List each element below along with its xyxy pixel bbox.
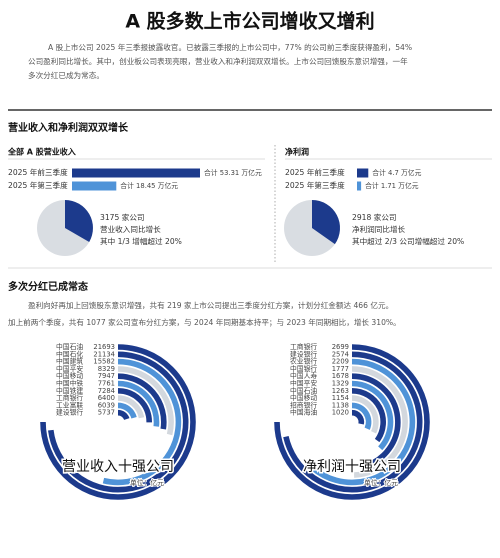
radial-bar [102, 358, 182, 486]
company-value: 2574 [332, 350, 349, 358]
section-heading: 多次分红已成常态 [8, 280, 88, 293]
company-value: 1154 [332, 394, 349, 402]
company-value: 1138 [332, 401, 349, 409]
radial-bar [351, 380, 394, 451]
company-value: 1020 [332, 409, 349, 417]
radial-bar [117, 380, 160, 427]
radial-bar [117, 395, 145, 419]
chart-title: 净利润十强公司 [303, 459, 401, 475]
bar-value-label: 合计 53.31 万亿元 [204, 168, 262, 177]
company-name: 建设银行 [56, 408, 83, 417]
company-name: 招商银行 [290, 400, 317, 409]
body-line: 盈利向好再加上回馈股东意识增强，共有 219 家上市公司提出三季度分红方案，计划… [28, 300, 393, 310]
company-name: 建设银行 [290, 349, 317, 358]
company-value: 6400 [98, 394, 115, 402]
company-name: 工商银行 [290, 342, 317, 351]
company-value: 7947 [98, 372, 115, 380]
intro-line: 多次分红已成为常态。 [28, 70, 104, 80]
radial-bar [117, 366, 174, 436]
company-value: 8329 [98, 365, 115, 373]
company-name: 中国平安 [56, 364, 83, 373]
company-value: 7761 [98, 380, 115, 388]
company-name: 中国银行 [290, 364, 317, 373]
company-value: 21693 [93, 343, 115, 351]
radial-bar [351, 395, 379, 434]
pie-text: 其中超过 2/3 公司增幅超过 20% [352, 236, 464, 246]
unit-label: 单位：亿元 [364, 478, 398, 487]
intro-line: 公司盈利同比增长。其中，创业板公司表现亮眼，营业收入和净利润双双增长。上市公司回… [28, 56, 408, 66]
bar-value-label: 合计 1.71 万亿元 [365, 181, 419, 190]
bar-label: 2025 年前三季度 [285, 167, 345, 177]
bar-label: 2025 年第三季度 [8, 180, 68, 190]
pie-text: 2918 家公司 [352, 212, 397, 222]
company-value: 15582 [93, 358, 115, 366]
pie-text: 3175 家公司 [100, 212, 145, 222]
company-value: 1263 [332, 387, 349, 395]
radial-bar [351, 366, 408, 478]
radial-bar [351, 373, 401, 470]
company-name: 中国海油 [290, 408, 317, 417]
radial-bar [48, 351, 189, 493]
company-name: 中国移动 [56, 371, 83, 380]
unit-label: 单位：亿元 [130, 478, 164, 487]
radial-bar [40, 344, 196, 500]
pie-slice [312, 200, 340, 245]
company-name: 农业银行 [290, 357, 317, 366]
company-name: 中国平安 [290, 379, 317, 388]
company-value: 7284 [98, 387, 115, 395]
bar-label: 2025 年前三季度 [8, 167, 68, 177]
company-name: 中国移动 [290, 393, 317, 402]
pie-text: 营业收入同比增长 [100, 224, 161, 234]
bar [357, 168, 369, 178]
radial-bar [283, 351, 423, 493]
company-name: 中国建筑 [56, 357, 83, 366]
panel-title: 净利润 [285, 147, 309, 157]
radial-bar [351, 402, 372, 430]
company-value: 2699 [332, 343, 349, 351]
company-value: 21134 [93, 350, 115, 358]
body-line: 加上前两个季度，共有 1077 家公司宣布分红方案，与 2024 年同期基本持平… [8, 317, 401, 327]
radial-bar [310, 358, 416, 486]
title: A 股多数上市公司增收又增利 [125, 10, 374, 33]
company-name: 工商银行 [56, 393, 83, 402]
bar [72, 168, 200, 178]
company-name: 中国石油 [56, 342, 83, 351]
company-value: 1329 [332, 380, 349, 388]
company-value: 1777 [332, 365, 349, 373]
company-name: 中国人寿 [290, 371, 317, 380]
radial-bar [117, 409, 130, 421]
radial-bar [117, 388, 153, 423]
radial-bar [351, 388, 386, 443]
radial-bar [351, 409, 365, 425]
pie-text: 其中 1/3 增幅超过 20% [100, 236, 182, 246]
radial-bar [117, 373, 167, 430]
bar-value-label: 合计 18.45 万亿元 [120, 181, 178, 190]
company-value: 6039 [98, 401, 115, 409]
bar [357, 181, 362, 191]
pie-slice [65, 200, 93, 242]
panel-title: 全部 A 股营业收入 [7, 147, 76, 157]
company-name: 中国石化 [56, 349, 83, 358]
company-value: 1678 [332, 372, 349, 380]
company-value: 2209 [332, 358, 349, 366]
intro-line: A 股上市公司 2025 年三季报披露收官。已披露三季报的上市公司中，77% 的… [48, 42, 412, 52]
company-value: 5737 [98, 409, 115, 417]
company-name: 中国中铁 [56, 379, 83, 388]
section-heading: 营业收入和净利润双双增长 [8, 121, 129, 134]
chart-title: 营业收入十强公司 [62, 459, 174, 475]
company-name: 工业富联 [56, 400, 83, 409]
radial-bar [274, 344, 430, 500]
bar-label: 2025 年第三季度 [285, 180, 345, 190]
company-name: 中国石油 [290, 386, 317, 395]
bar-value-label: 合计 4.7 万亿元 [372, 168, 421, 177]
pie-text: 净利润同比增长 [352, 224, 406, 234]
company-name: 中国铁建 [56, 386, 83, 395]
radial-bar [117, 402, 137, 419]
bar [72, 181, 117, 191]
